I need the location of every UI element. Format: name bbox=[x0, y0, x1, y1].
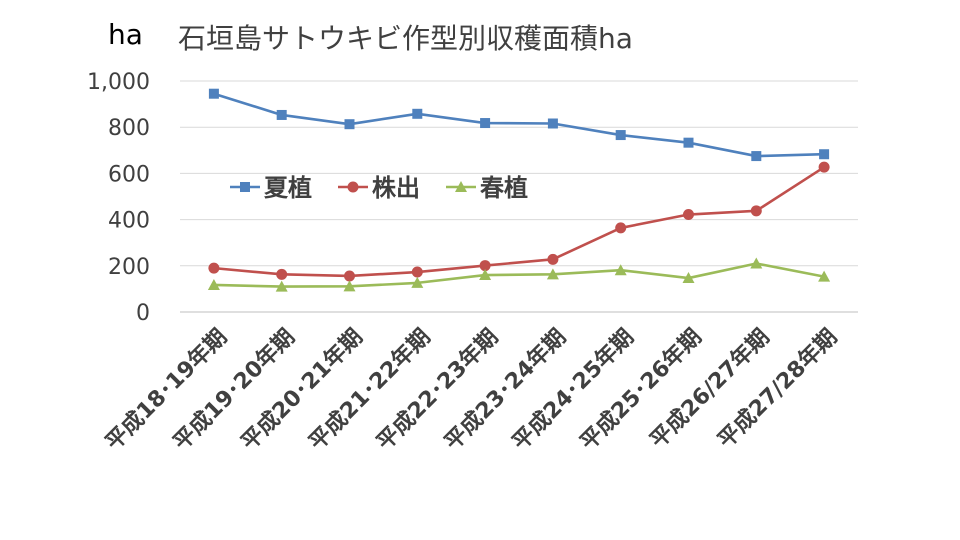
series-line bbox=[213, 92, 825, 158]
legend-item: 夏植 bbox=[230, 174, 312, 202]
x-axis-ticks: 平成18･19年期平成19･20年期平成20･21年期平成21･22年期平成22… bbox=[100, 324, 842, 456]
data-point bbox=[547, 118, 558, 129]
data-point bbox=[276, 109, 287, 120]
series bbox=[207, 257, 831, 292]
data-point bbox=[547, 253, 559, 265]
x-tick-label: 平成20･21年期 bbox=[236, 324, 368, 456]
chart-title: 石垣島サトウキビ作型別収穫面積ha bbox=[178, 22, 633, 55]
legend-label: 夏植 bbox=[264, 174, 312, 202]
x-tick-label: 平成25･26年期 bbox=[575, 324, 707, 456]
data-point bbox=[411, 276, 424, 288]
data-point bbox=[683, 137, 694, 148]
y-tick-label: 0 bbox=[136, 301, 150, 326]
y-axis-ticks: 0 200 400 600 800 1,000 bbox=[87, 70, 150, 326]
y-tick-label: 1,000 bbox=[87, 70, 150, 95]
data-point bbox=[479, 260, 491, 272]
data-point bbox=[682, 272, 695, 284]
data-point bbox=[479, 269, 492, 281]
x-tick-label: 平成24･25年期 bbox=[507, 324, 639, 456]
data-point bbox=[751, 151, 762, 162]
x-tick-label: 平成19･20年期 bbox=[168, 324, 300, 456]
series-line bbox=[213, 262, 825, 288]
x-tick-label: 平成18･19年期 bbox=[100, 324, 232, 456]
data-point bbox=[207, 278, 220, 290]
y-tick-label: 200 bbox=[108, 255, 150, 280]
legend-item: 春植 bbox=[446, 174, 528, 202]
data-point bbox=[818, 270, 831, 282]
data-point bbox=[343, 280, 356, 292]
data-point bbox=[750, 205, 762, 217]
series bbox=[208, 88, 830, 162]
x-tick-label: 平成26/27年期 bbox=[645, 324, 775, 454]
data-point bbox=[818, 161, 830, 173]
x-tick-label: 平成23･24年期 bbox=[439, 324, 571, 456]
data-point bbox=[614, 264, 627, 276]
data-point bbox=[208, 88, 219, 99]
series-line bbox=[213, 166, 825, 278]
series-group bbox=[207, 88, 831, 292]
data-point bbox=[344, 119, 355, 130]
data-point bbox=[819, 149, 830, 160]
data-point bbox=[411, 266, 423, 278]
data-point bbox=[276, 268, 288, 280]
x-tick-label: 平成27/28年期 bbox=[713, 324, 843, 454]
data-point bbox=[412, 108, 423, 119]
y-tick-label: 400 bbox=[108, 209, 150, 234]
series bbox=[208, 161, 830, 282]
data-point bbox=[683, 209, 694, 221]
legend: 夏植 株出 春植 bbox=[230, 174, 528, 202]
y-tick-label: 800 bbox=[108, 116, 150, 141]
unit-label: ha bbox=[108, 18, 143, 51]
gridlines bbox=[180, 80, 858, 313]
y-tick-label: 600 bbox=[108, 162, 150, 187]
legend-marker bbox=[240, 182, 250, 192]
data-point bbox=[480, 118, 491, 129]
data-point bbox=[615, 130, 626, 141]
data-point bbox=[615, 222, 627, 234]
legend-label: 株出 bbox=[372, 174, 420, 202]
data-point bbox=[208, 262, 220, 274]
legend-label: 春植 bbox=[480, 174, 528, 202]
legend-marker bbox=[455, 181, 467, 192]
legend-item: 株出 bbox=[338, 174, 420, 202]
data-point bbox=[344, 270, 355, 282]
legend-marker bbox=[347, 181, 359, 193]
data-point bbox=[750, 257, 763, 269]
data-point bbox=[275, 280, 288, 292]
x-tick-label: 平成21･22年期 bbox=[304, 324, 436, 456]
data-point bbox=[546, 268, 559, 280]
x-tick-label: 平成22･23年期 bbox=[372, 324, 504, 456]
